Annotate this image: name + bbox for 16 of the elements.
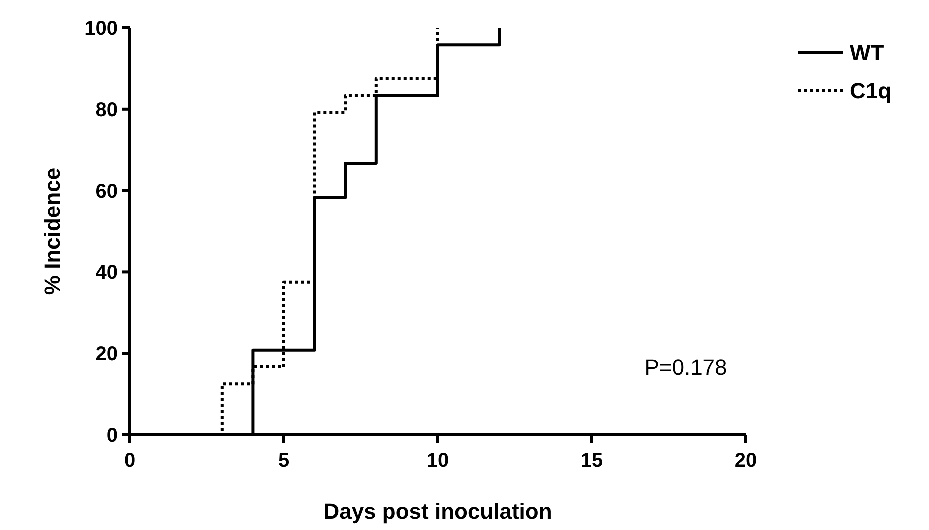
y-tick-label: 40 xyxy=(96,262,118,284)
legend-label: WT xyxy=(850,40,885,66)
legend-label: C1q xyxy=(850,78,892,104)
x-axis-title: Days post inoculation xyxy=(324,499,552,524)
x-tick-label: 15 xyxy=(580,450,604,472)
x-tick-label: 20 xyxy=(734,450,758,472)
y-tick-label: 100 xyxy=(84,18,118,40)
x-tick-label: 10 xyxy=(426,450,450,472)
x-tick-label: 0 xyxy=(124,450,136,472)
y-axis-title: % Incidence xyxy=(40,168,65,296)
y-tick-label: 60 xyxy=(96,180,118,203)
annotation: P=0.178 xyxy=(644,355,728,380)
y-tick-label: 0 xyxy=(106,425,118,447)
y-tick-label: 80 xyxy=(96,99,118,122)
y-tick-label: 20 xyxy=(96,344,118,366)
x-tick-label: 5 xyxy=(278,450,290,472)
